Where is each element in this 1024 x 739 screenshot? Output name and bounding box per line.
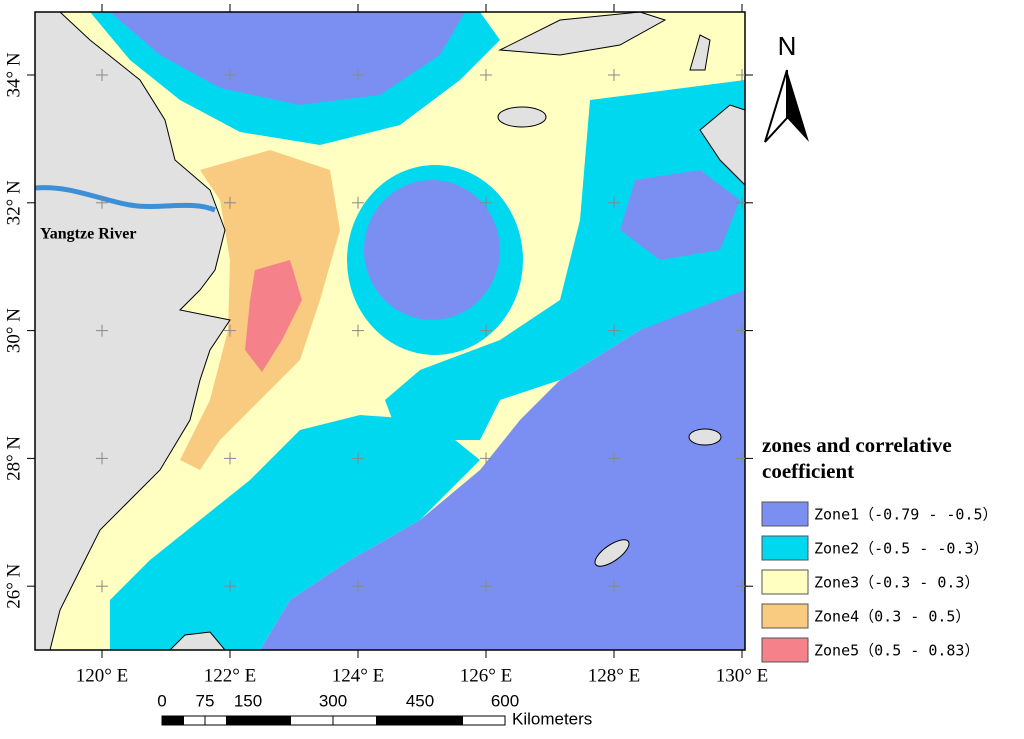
yangtze-river	[35, 185, 216, 213]
zone1-center	[364, 180, 500, 320]
scale-label: 450	[406, 691, 434, 710]
island	[169, 631, 226, 650]
legend-swatch	[761, 637, 809, 663]
legend-swatch	[761, 603, 809, 629]
scale-label: 300	[319, 691, 347, 710]
legend-swatch	[761, 501, 809, 527]
lat-label: 34° N	[3, 52, 24, 97]
lon-label: 130° E	[716, 665, 768, 686]
island	[497, 106, 547, 128]
scale-segment	[204, 715, 227, 726]
north-arrow-left	[764, 69, 788, 143]
legend-swatch	[761, 535, 809, 561]
river-label: Yangtze River	[40, 226, 136, 243]
lon-label: 124° E	[332, 665, 384, 686]
lat-label: 26° N	[3, 563, 24, 608]
zone1-east	[620, 170, 740, 260]
legend-title: coefficient	[762, 459, 854, 483]
mainland	[35, 12, 231, 650]
lon-label: 122° E	[204, 665, 256, 686]
legend-label: Zone5（0.5 - 0.83）	[814, 642, 979, 660]
island	[594, 539, 630, 567]
scale-segment	[419, 715, 463, 726]
zone2-south	[110, 415, 480, 650]
north-label: N	[778, 31, 797, 61]
lon-label: 128° E	[588, 665, 640, 686]
island	[699, 104, 745, 186]
scale-label: 600	[491, 691, 519, 710]
scale-segment	[161, 715, 184, 726]
lon-label: 120° E	[76, 665, 128, 686]
island	[498, 12, 667, 56]
legend-label: Zone3（-0.3 - 0.3）	[814, 574, 979, 592]
zone1-southeast	[260, 290, 745, 650]
scale-label: 150	[234, 691, 262, 710]
scale-segment	[332, 715, 377, 726]
zone2-east	[385, 80, 745, 440]
legend-title: zones and correlative	[762, 433, 952, 457]
scale-segment	[226, 715, 249, 726]
legend-label: Zone2（-0.5 - -0.3）	[814, 540, 989, 558]
scale-label: 0	[157, 691, 166, 710]
legend-swatch	[761, 569, 809, 595]
north-arrow-right	[787, 70, 809, 142]
lat-label: 30° N	[3, 308, 24, 353]
lat-label: 28° N	[3, 436, 24, 481]
legend-label: Zone4（0.3 - 0.5）	[814, 608, 970, 626]
lat-label: 32° N	[3, 180, 24, 225]
island	[689, 34, 711, 71]
scale-segment	[462, 715, 506, 726]
map-area	[35, 12, 745, 650]
island	[688, 428, 722, 446]
zone5	[245, 260, 302, 372]
lon-label: 126° E	[460, 665, 512, 686]
legend-label: Zone1（-0.79 - -0.5）	[814, 506, 998, 524]
scale-segment	[247, 715, 291, 726]
zone1-north	[110, 12, 465, 105]
scale-segment	[290, 715, 334, 726]
scale-label: 75	[196, 691, 215, 710]
scale-segment	[376, 715, 421, 726]
scale-segment	[183, 715, 206, 726]
scale-unit: Kilometers	[512, 709, 592, 728]
